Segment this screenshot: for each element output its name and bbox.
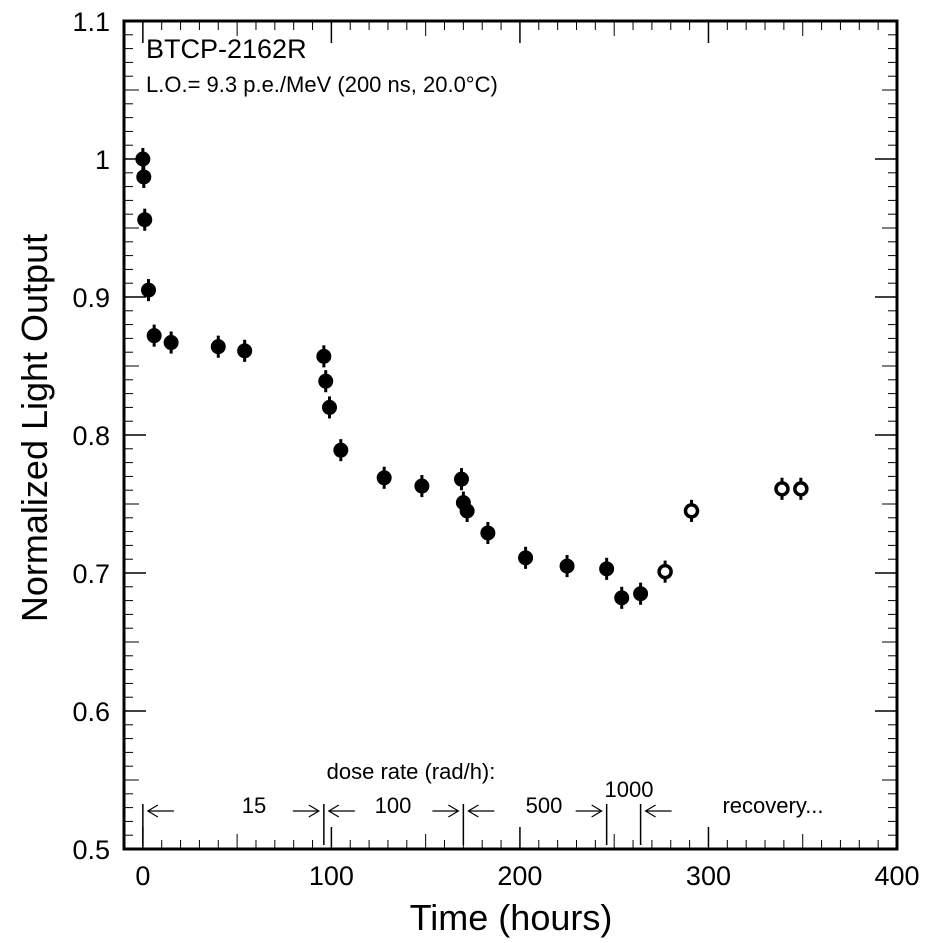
recovery-data-point: [774, 481, 790, 497]
x-axis-label: Time (hours): [410, 897, 613, 938]
phase-label: 500: [526, 793, 563, 818]
data-point: [316, 348, 332, 364]
data-point: [318, 373, 334, 389]
dose-phase-labels: 15 100 500 1000 recovery...: [242, 777, 824, 818]
phase-arrowhead: [467, 804, 479, 818]
data-point: [163, 335, 179, 351]
data-point: [322, 399, 338, 415]
x-tick-label: 200: [497, 861, 542, 891]
phase-arrowhead: [644, 804, 656, 818]
y-axis-label: Normalized Light Output: [14, 234, 55, 622]
data-point: [376, 470, 392, 486]
data-point: [614, 590, 630, 606]
data-point: [414, 478, 430, 494]
y-tick-label: 0.7: [72, 559, 110, 589]
plot-frame: [122, 19, 899, 851]
y-tick-label: 1.1: [72, 7, 110, 37]
x-tick-label: 400: [874, 861, 919, 891]
chart-title: BTCP-2162R: [146, 34, 307, 64]
recovery-data-point: [657, 563, 673, 580]
phase-arrowhead: [308, 804, 321, 818]
phase-arrowhead: [146, 804, 159, 818]
data-point: [559, 558, 575, 574]
y-tick-label: 0.5: [72, 835, 110, 865]
data-point: [135, 151, 151, 167]
recovery-data-point: [793, 481, 809, 497]
phase-label: 1000: [605, 777, 654, 802]
phase-label: 100: [375, 793, 412, 818]
x-tick-label: 100: [309, 861, 354, 891]
data-point: [518, 550, 534, 566]
y-tick-label: 0.8: [72, 421, 110, 451]
data-point: [137, 212, 153, 228]
data-point: [141, 282, 157, 298]
x-tick-label: 300: [686, 861, 731, 891]
data-points: [135, 147, 809, 609]
phase-label: 15: [242, 793, 266, 818]
data-point: [136, 169, 152, 185]
y-tick-label: 0.9: [72, 283, 110, 313]
phase-arrowhead: [448, 804, 460, 818]
chart-subtitle: L.O.= 9.3 p.e./MeV (200 ns, 20.0°C): [146, 72, 498, 97]
y-tick-label: 1: [95, 145, 110, 175]
data-point: [480, 525, 496, 541]
data-point: [210, 339, 226, 355]
dose-rate-title: dose rate (rad/h):: [327, 759, 496, 784]
recovery-data-point: [683, 503, 700, 519]
phase-label: recovery...: [722, 793, 823, 818]
phase-arrowhead: [591, 804, 603, 818]
data-point: [453, 471, 469, 487]
y-tick-label: 0.6: [72, 697, 110, 727]
data-point: [633, 586, 649, 602]
data-point: [333, 442, 349, 458]
dose-phase-markers: [142, 804, 672, 845]
data-point: [146, 328, 162, 344]
data-point: [459, 503, 475, 519]
x-tick-label: 0: [135, 861, 150, 891]
phase-arrowhead: [327, 804, 340, 818]
axis-ticks: [123, 20, 898, 850]
tick-labels: 0 100 200 300 400 0.5 0.6 0.7 0.8 0.9 1 1.1: [72, 7, 919, 891]
data-point: [237, 343, 253, 359]
data-point: [599, 561, 615, 577]
